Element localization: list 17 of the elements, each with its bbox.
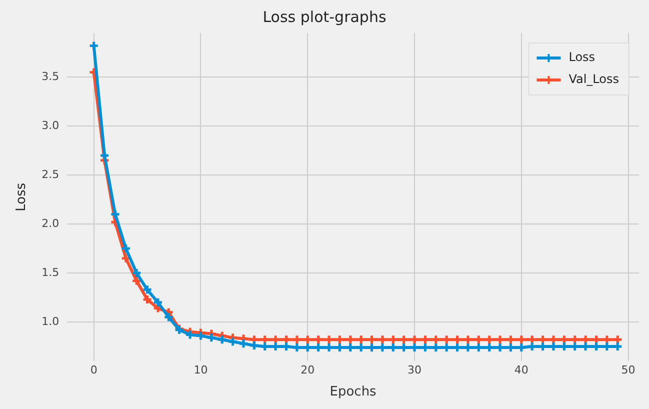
y-tick-label: 3.5 [42, 70, 60, 83]
legend-label: Val_Loss [568, 72, 620, 86]
x-tick-label: 30 [408, 364, 422, 377]
x-axis-title: Epochs [330, 384, 377, 400]
x-tick-label: 40 [514, 364, 528, 377]
x-tick-label: 20 [300, 364, 315, 377]
x-tick-label: 50 [621, 364, 636, 377]
legend-label: Loss [568, 50, 596, 64]
y-tick-label: 3.0 [42, 118, 60, 132]
x-tick-label: 10 [194, 364, 208, 377]
x-tick-label: 0 [90, 364, 98, 377]
y-tick-label: 2.5 [42, 168, 60, 181]
y-axis-title: Loss [14, 182, 30, 212]
y-tick-label: 2.0 [42, 216, 60, 230]
y-tick-label: 1.5 [42, 266, 60, 279]
chart-title: Loss plot-graphs [262, 8, 386, 26]
y-tick-label: 1.0 [42, 314, 60, 328]
